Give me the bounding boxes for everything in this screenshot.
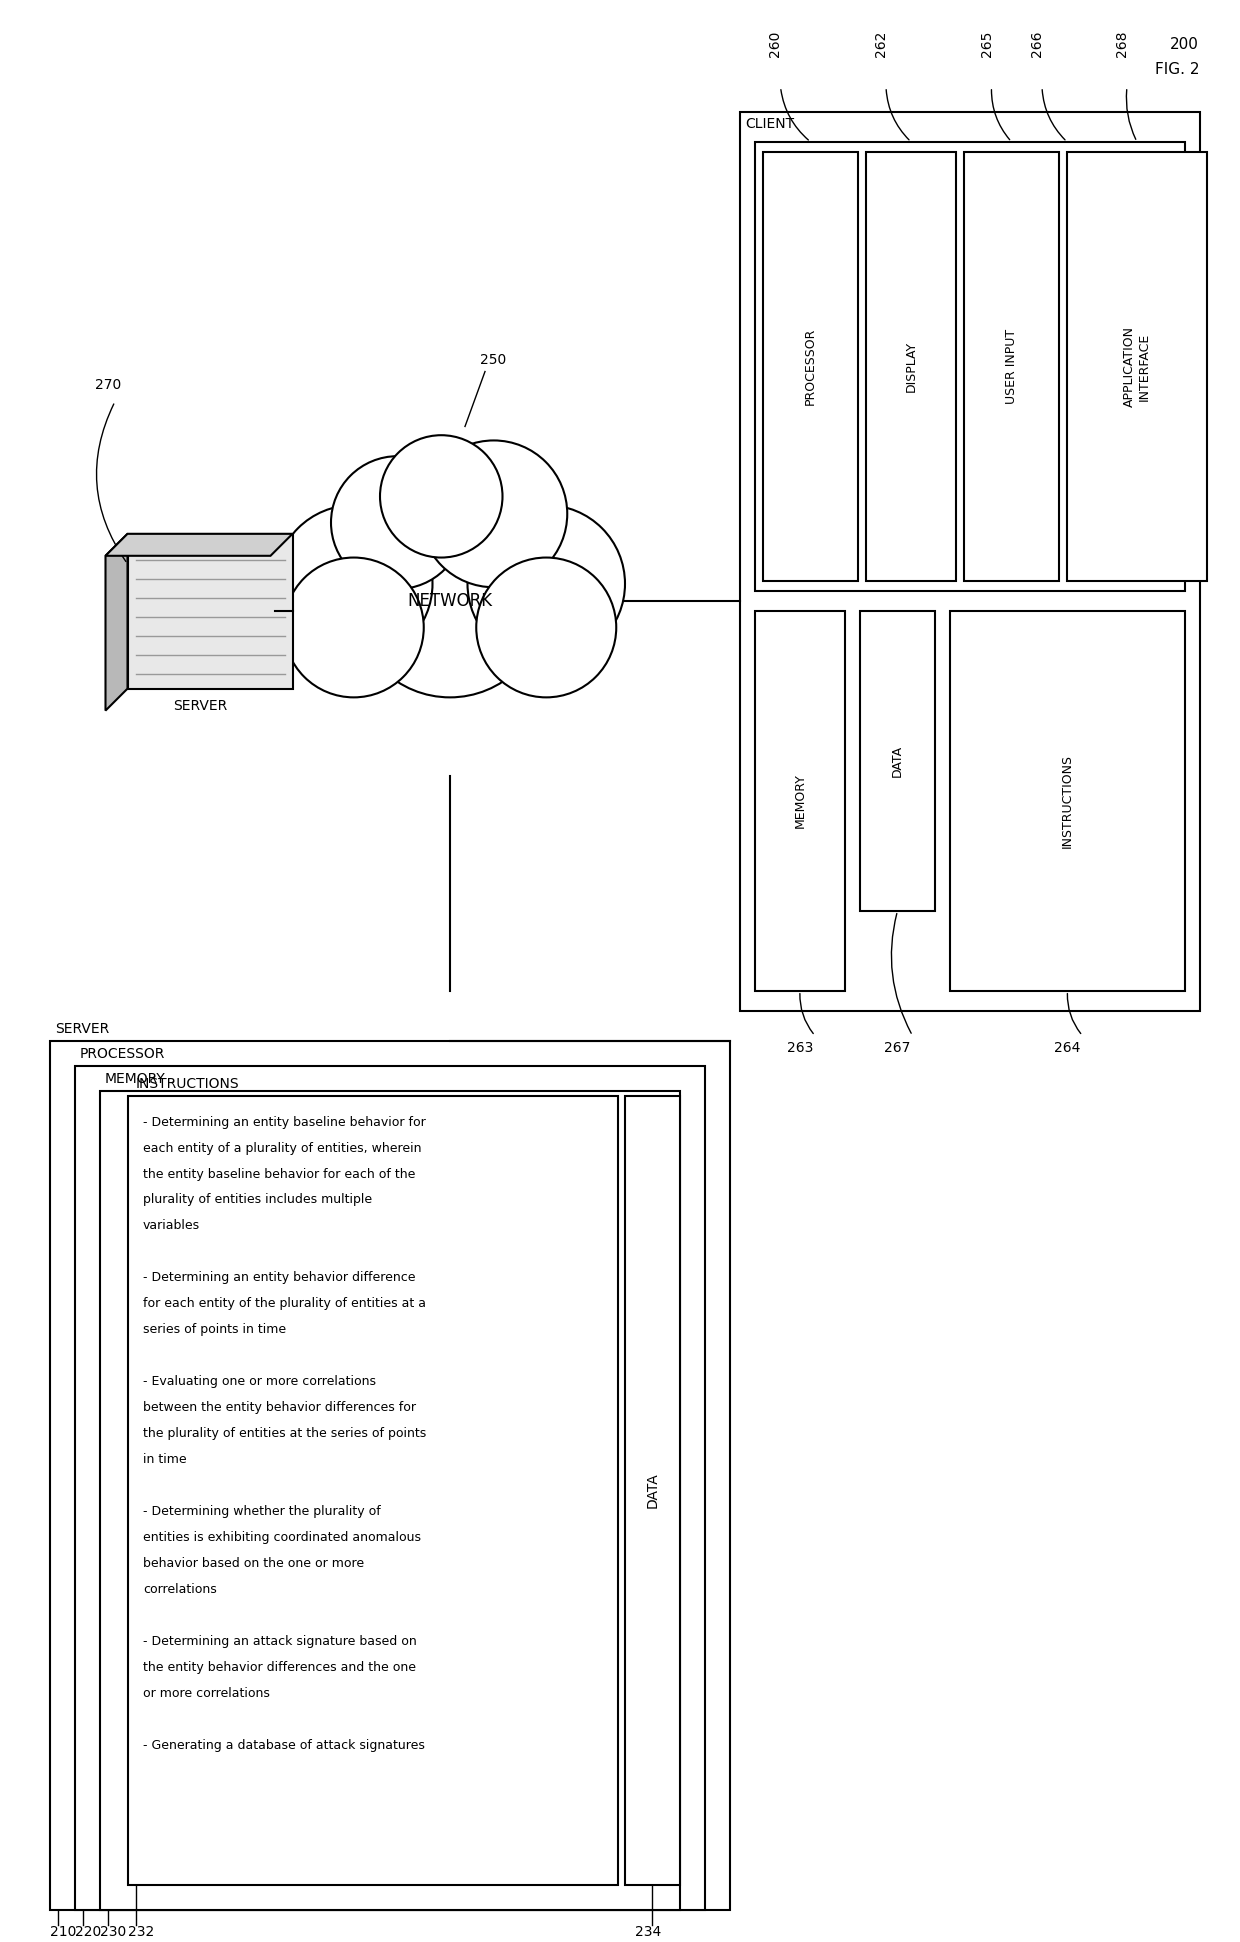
Text: 267: 267 (884, 1041, 910, 1055)
Text: MEMORY: MEMORY (794, 773, 806, 829)
Text: - Determining an entity behavior difference: - Determining an entity behavior differe… (143, 1272, 415, 1284)
Ellipse shape (379, 435, 502, 557)
Text: - Determining an entity baseline behavior for: - Determining an entity baseline behavio… (143, 1115, 425, 1128)
Text: 232: 232 (128, 1925, 154, 1938)
Bar (74, 1066, 706, 1909)
Bar (963, 151, 1059, 581)
Text: 263: 263 (787, 1041, 813, 1055)
Text: - Determining an attack signature based on: - Determining an attack signature based … (143, 1635, 417, 1649)
Text: 230: 230 (100, 1925, 126, 1938)
Ellipse shape (476, 557, 616, 697)
Text: behavior based on the one or more: behavior based on the one or more (143, 1557, 365, 1569)
Bar (740, 113, 1200, 1010)
Bar (861, 612, 935, 911)
Ellipse shape (467, 505, 625, 662)
Text: FIG. 2: FIG. 2 (1154, 62, 1199, 78)
Ellipse shape (353, 505, 547, 697)
Text: the entity baseline behavior for each of the: the entity baseline behavior for each of… (143, 1167, 415, 1181)
Text: or more correlations: or more correlations (143, 1688, 270, 1699)
Text: MEMORY: MEMORY (105, 1072, 166, 1086)
Text: each entity of a plurality of entities, wherein: each entity of a plurality of entities, … (143, 1142, 422, 1155)
Bar (128, 534, 293, 689)
Text: 262: 262 (874, 31, 888, 56)
Text: 270: 270 (95, 377, 122, 392)
Text: CLIENT: CLIENT (745, 117, 794, 130)
Text: the plurality of entities at the series of points: the plurality of entities at the series … (143, 1427, 427, 1441)
Text: SERVER: SERVER (172, 699, 227, 713)
Bar (763, 151, 858, 581)
Text: DATA: DATA (892, 746, 904, 777)
Bar (100, 1091, 680, 1909)
Text: PROCESSOR: PROCESSOR (804, 328, 817, 406)
Text: APPLICATION
INTERFACE: APPLICATION INTERFACE (1123, 326, 1151, 408)
Text: series of points in time: series of points in time (143, 1323, 286, 1336)
Ellipse shape (331, 456, 464, 588)
Polygon shape (105, 534, 293, 555)
Bar (625, 1095, 680, 1884)
Text: entities is exhibiting coordinated anomalous: entities is exhibiting coordinated anoma… (143, 1530, 422, 1544)
Text: between the entity behavior differences for: between the entity behavior differences … (143, 1402, 415, 1414)
Text: SERVER: SERVER (55, 1021, 109, 1035)
Text: - Evaluating one or more correlations: - Evaluating one or more correlations (143, 1375, 376, 1389)
Text: plurality of entities includes multiple: plurality of entities includes multiple (143, 1194, 372, 1206)
Text: PROCESSOR: PROCESSOR (81, 1047, 165, 1060)
Text: 268: 268 (1115, 31, 1128, 56)
Polygon shape (105, 534, 128, 711)
Bar (755, 142, 1185, 590)
Text: - Generating a database of attack signatures: - Generating a database of attack signat… (143, 1738, 425, 1752)
Text: 260: 260 (769, 31, 782, 56)
Bar (950, 612, 1185, 990)
Text: 266: 266 (1030, 31, 1044, 56)
Text: USER INPUT: USER INPUT (1004, 328, 1018, 404)
Text: INSTRUCTIONS: INSTRUCTIONS (136, 1076, 239, 1091)
Ellipse shape (275, 505, 433, 662)
Text: NETWORK: NETWORK (408, 592, 492, 610)
Text: in time: in time (143, 1453, 187, 1466)
Text: the entity behavior differences and the one: the entity behavior differences and the … (143, 1660, 415, 1674)
Text: 200: 200 (1171, 37, 1199, 52)
Text: 264: 264 (1054, 1041, 1081, 1055)
Text: DISPLAY: DISPLAY (904, 342, 918, 392)
Bar (50, 1041, 730, 1909)
Text: DATA: DATA (646, 1472, 660, 1509)
Text: - Determining whether the plurality of: - Determining whether the plurality of (143, 1505, 381, 1519)
Ellipse shape (284, 557, 424, 697)
Text: 220: 220 (74, 1925, 102, 1938)
Bar (128, 1095, 618, 1884)
Text: correlations: correlations (143, 1583, 217, 1596)
Text: for each entity of the plurality of entities at a: for each entity of the plurality of enti… (143, 1297, 427, 1311)
Bar (755, 612, 844, 990)
Ellipse shape (420, 441, 567, 586)
Text: 265: 265 (980, 31, 993, 56)
Text: 210: 210 (50, 1925, 77, 1938)
Bar (866, 151, 956, 581)
Text: 250: 250 (480, 353, 506, 367)
Bar (1066, 151, 1207, 581)
Text: variables: variables (143, 1220, 200, 1233)
Text: 234: 234 (635, 1925, 661, 1938)
Text: INSTRUCTIONS: INSTRUCTIONS (1061, 753, 1074, 849)
